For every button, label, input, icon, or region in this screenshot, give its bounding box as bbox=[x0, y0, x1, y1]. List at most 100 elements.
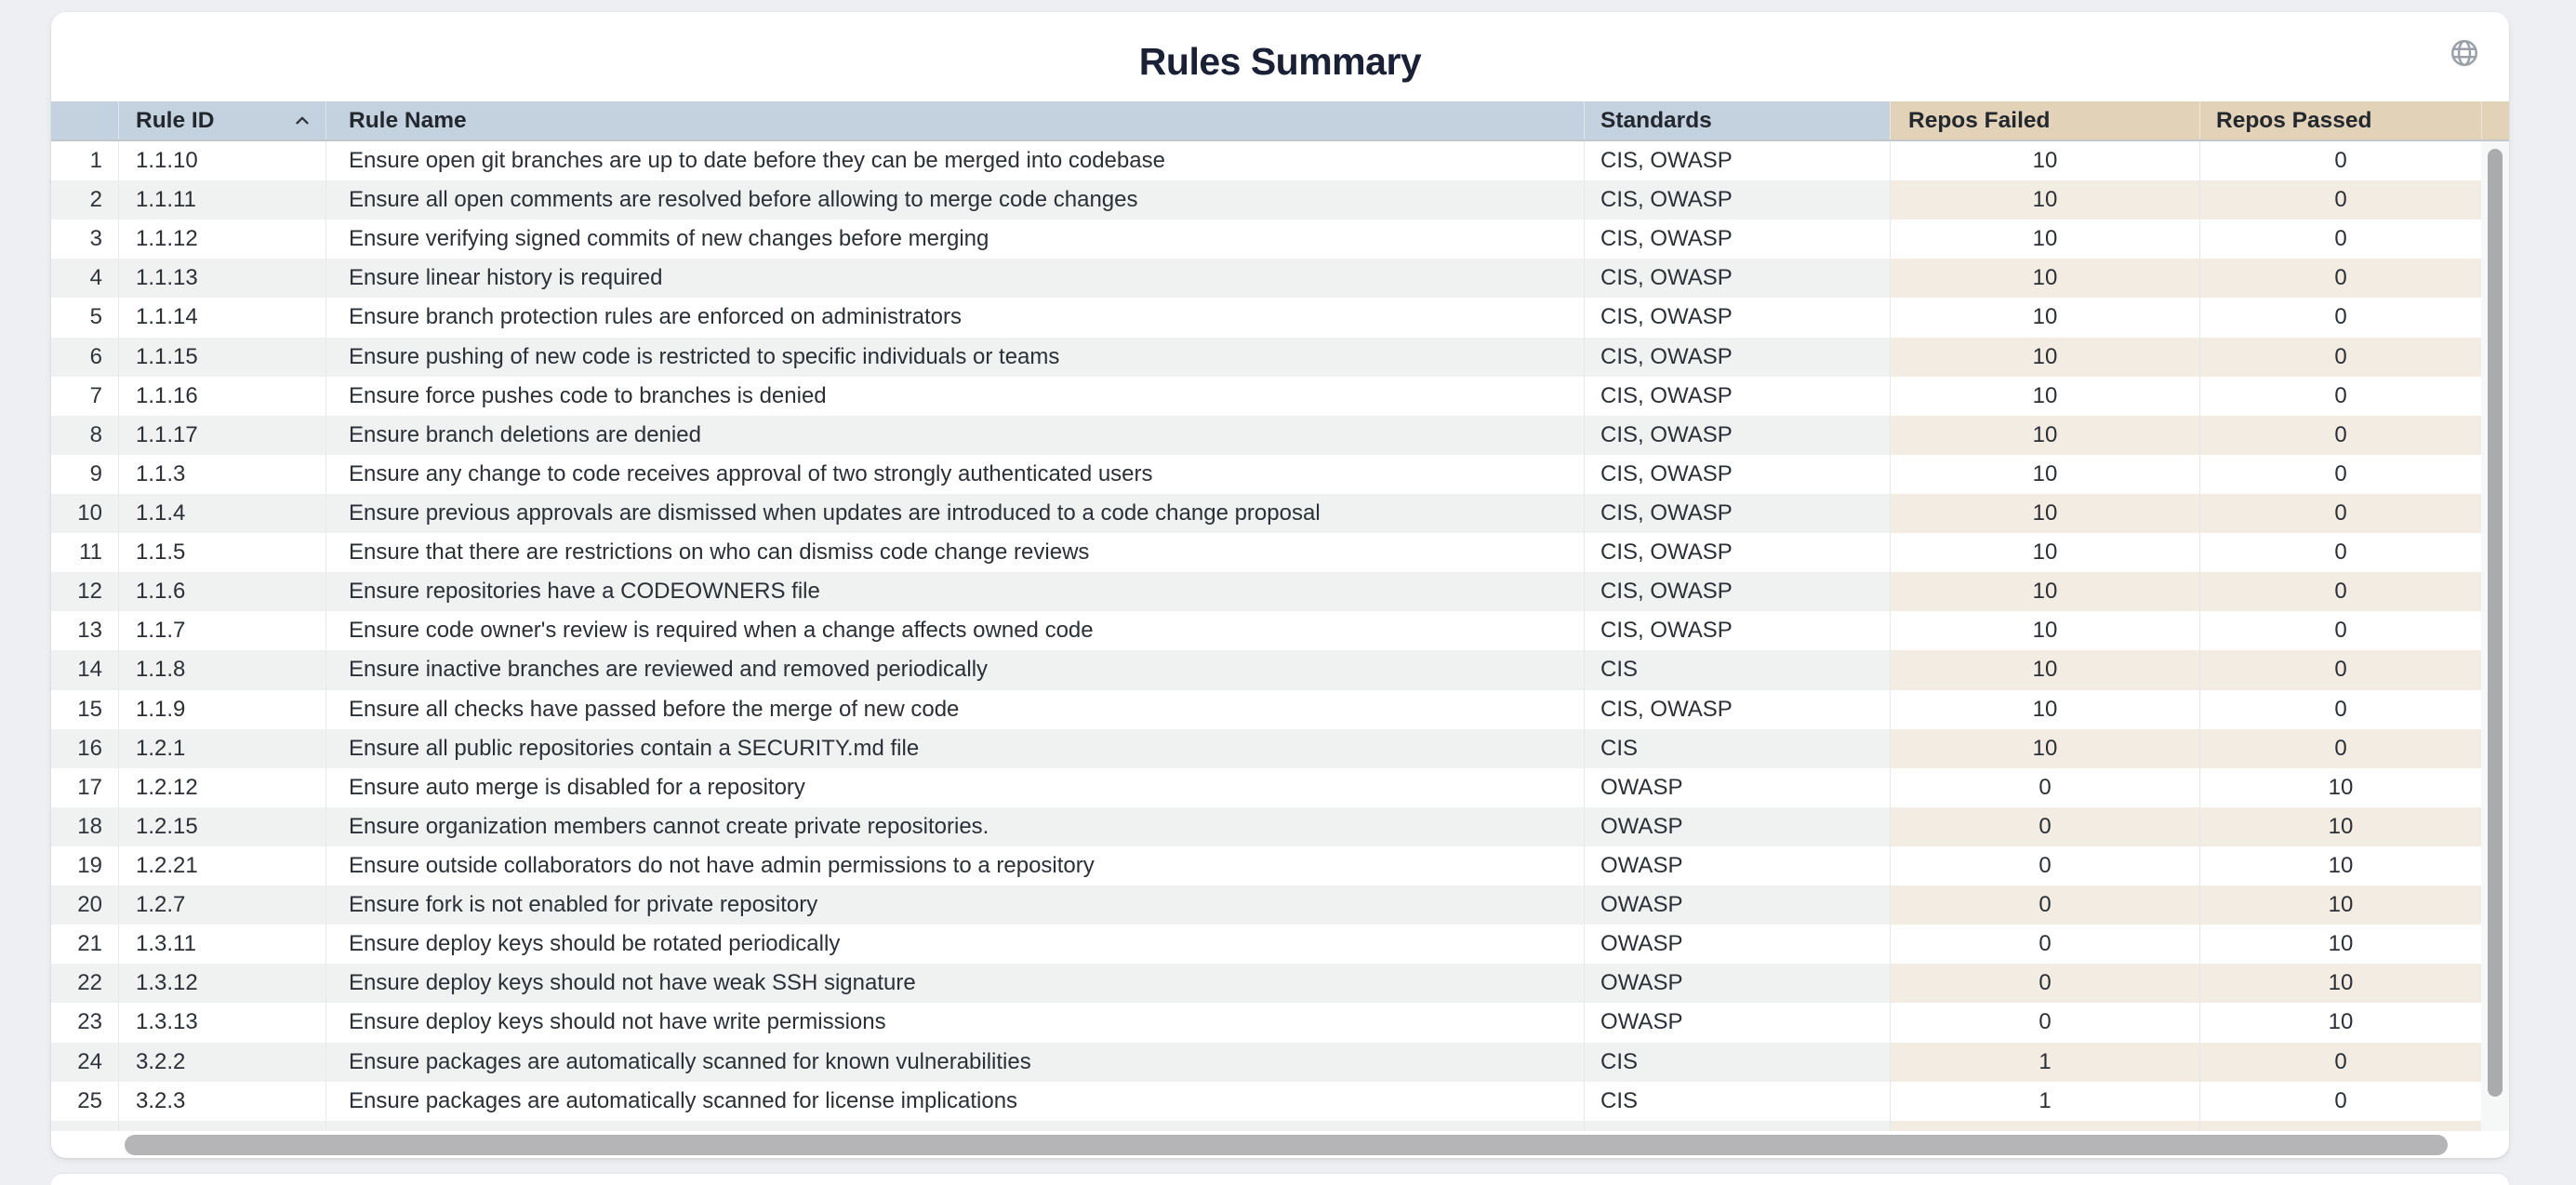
cell-standards bbox=[1584, 1120, 1890, 1131]
table-row: 17 1.2.12 Ensure auto merge is disabled fo… bbox=[51, 767, 2481, 807]
cell-rule-id: 1.1.17 bbox=[118, 415, 325, 455]
page-title: Rules Summary bbox=[1138, 40, 1422, 83]
cell-rule-id: 1.1.9 bbox=[118, 689, 325, 729]
cell-standards: OWASP bbox=[1584, 767, 1890, 807]
cell-standards: CIS, OWASP bbox=[1584, 337, 1890, 377]
table-row: 14 1.1.8 Ensure inactive branches are revi… bbox=[51, 650, 2481, 690]
cell-standards: CIS, OWASP bbox=[1584, 493, 1890, 534]
table-row: 9 1.1.3 Ensure any change to code receives… bbox=[51, 454, 2481, 494]
cell-row-number: 10 bbox=[51, 493, 118, 534]
cell-row-number: 12 bbox=[51, 572, 118, 612]
header-rule-id[interactable]: Rule ID bbox=[118, 101, 325, 140]
cell-rule-name: Ensure packages are automatically scanne… bbox=[325, 1042, 1584, 1082]
cell-row-number: 9 bbox=[51, 454, 118, 494]
cell-rule-id: 1.2.21 bbox=[118, 845, 325, 886]
cell-rule-id: 1.1.4 bbox=[118, 493, 325, 534]
cell-standards: CIS, OWASP bbox=[1584, 454, 1890, 494]
table-row: 6 1.1.15 Ensure pushing of new code is res… bbox=[51, 337, 2481, 377]
table-row: 21 1.3.11 Ensure deploy keys should be rot… bbox=[51, 925, 2481, 965]
cell-standards: CIS bbox=[1584, 728, 1890, 768]
cell-rule-id: 1.1.3 bbox=[118, 454, 325, 494]
cell-repos-failed: 0 bbox=[1890, 767, 2199, 807]
cell-repos-failed: 10 bbox=[1890, 572, 2199, 612]
cell-repos-passed bbox=[2199, 1120, 2481, 1131]
card-header: Rules Summary bbox=[51, 12, 2509, 101]
header-standards-label: Standards bbox=[1600, 107, 1712, 133]
cell-row-number: 7 bbox=[51, 376, 118, 416]
cell-standards: CIS, OWASP bbox=[1584, 611, 1890, 651]
cell-row-number: 1 bbox=[51, 141, 118, 181]
cell-repos-failed: 0 bbox=[1890, 1003, 2199, 1043]
table-row: 23 1.3.13 Ensure deploy keys should not ha… bbox=[51, 1003, 2481, 1043]
table-row: 1 1.1.10 Ensure open git branches are up t… bbox=[51, 141, 2481, 181]
header-repos-passed[interactable]: Repos Passed bbox=[2199, 101, 2481, 140]
cell-repos-passed: 10 bbox=[2199, 767, 2481, 807]
cell-repos-passed: 0 bbox=[2199, 454, 2481, 494]
cell-repos-passed: 0 bbox=[2199, 180, 2481, 220]
cell-rule-id: 1.1.13 bbox=[118, 259, 325, 299]
cell-row-number: 22 bbox=[51, 964, 118, 1004]
vertical-scrollbar-thumb[interactable] bbox=[2488, 149, 2503, 1097]
cell-repos-failed: 10 bbox=[1890, 298, 2199, 338]
header-rule-name[interactable]: Rule Name bbox=[325, 101, 1584, 140]
cell-rule-id: 1.1.7 bbox=[118, 611, 325, 651]
globe-icon[interactable] bbox=[2446, 34, 2483, 72]
cell-repos-failed: 0 bbox=[1890, 845, 2199, 886]
vertical-scrollbar[interactable] bbox=[2481, 141, 2509, 1131]
cell-rule-name: Ensure linear history is required bbox=[325, 259, 1584, 299]
cell-rule-id bbox=[118, 1120, 325, 1131]
cell-rule-id: 1.1.8 bbox=[118, 650, 325, 690]
cell-repos-passed: 0 bbox=[2199, 572, 2481, 612]
cell-row-number: 23 bbox=[51, 1003, 118, 1043]
cell-rule-name: Ensure organization members cannot creat… bbox=[325, 806, 1584, 846]
cell-rule-id: 1.1.5 bbox=[118, 533, 325, 573]
table-row: 3 1.1.12 Ensure verifying signed commits o… bbox=[51, 220, 2481, 260]
cell-repos-passed: 0 bbox=[2199, 1042, 2481, 1082]
cell-repos-failed bbox=[1890, 1120, 2199, 1131]
cell-repos-passed: 10 bbox=[2199, 806, 2481, 846]
table-row: 11 1.1.5 Ensure that there are restriction… bbox=[51, 533, 2481, 573]
cell-standards: CIS, OWASP bbox=[1584, 259, 1890, 299]
cell-rule-name: Ensure branch protection rules are enfor… bbox=[325, 298, 1584, 338]
table-row: 12 1.1.6 Ensure repositories have a CODEOW… bbox=[51, 572, 2481, 612]
cell-repos-passed: 0 bbox=[2199, 415, 2481, 455]
next-card-top-edge bbox=[51, 1174, 2509, 1185]
cell-repos-passed: 0 bbox=[2199, 650, 2481, 690]
cell-rule-id: 3.2.2 bbox=[118, 1042, 325, 1082]
cell-rule-name: Ensure deploy keys should not have weak … bbox=[325, 964, 1584, 1004]
horizontal-scrollbar-thumb[interactable] bbox=[125, 1135, 2448, 1155]
cell-rule-id: 1.1.16 bbox=[118, 376, 325, 416]
cell-rule-id: 1.1.6 bbox=[118, 572, 325, 612]
cell-row-number: 3 bbox=[51, 220, 118, 260]
cell-row-number: 21 bbox=[51, 925, 118, 965]
cell-rule-name: Ensure force pushes code to branches is … bbox=[325, 376, 1584, 416]
table-row: 4 1.1.13 Ensure linear history is required… bbox=[51, 259, 2481, 299]
cell-repos-passed: 0 bbox=[2199, 298, 2481, 338]
horizontal-scrollbar[interactable] bbox=[51, 1131, 2509, 1158]
cell-rule-id: 1.2.12 bbox=[118, 767, 325, 807]
cell-row-number: 19 bbox=[51, 845, 118, 886]
chevron-up-icon bbox=[292, 111, 312, 131]
cell-repos-failed: 0 bbox=[1890, 964, 2199, 1004]
header-repos-failed[interactable]: Repos Failed bbox=[1890, 101, 2199, 140]
cell-repos-passed: 0 bbox=[2199, 533, 2481, 573]
cell-repos-passed: 10 bbox=[2199, 845, 2481, 886]
header-rule-id-label: Rule ID bbox=[136, 107, 215, 133]
table-row: 24 3.2.2 Ensure packages are automatically… bbox=[51, 1042, 2481, 1082]
cell-repos-passed: 0 bbox=[2199, 493, 2481, 534]
cell-repos-passed: 0 bbox=[2199, 611, 2481, 651]
table-row: 15 1.1.9 Ensure all checks have passed bef… bbox=[51, 689, 2481, 729]
cell-rule-id: 1.2.15 bbox=[118, 806, 325, 846]
cell-standards: CIS, OWASP bbox=[1584, 141, 1890, 181]
cell-rule-name: Ensure deploy keys should not have write… bbox=[325, 1003, 1584, 1043]
cell-standards: CIS bbox=[1584, 1081, 1890, 1121]
cell-repos-failed: 10 bbox=[1890, 493, 2199, 534]
cell-rule-name: Ensure pushing of new code is restricted… bbox=[325, 337, 1584, 377]
cell-repos-failed: 0 bbox=[1890, 885, 2199, 925]
table-row: 10 1.1.4 Ensure previous approvals are dis… bbox=[51, 493, 2481, 534]
rules-summary-card: Rules Summary Rule ID Rule Name Standard… bbox=[51, 12, 2509, 1158]
cell-standards: OWASP bbox=[1584, 885, 1890, 925]
cell-rule-name: Ensure that there are restrictions on wh… bbox=[325, 533, 1584, 573]
cell-row-number: 18 bbox=[51, 806, 118, 846]
header-standards[interactable]: Standards bbox=[1584, 101, 1890, 140]
